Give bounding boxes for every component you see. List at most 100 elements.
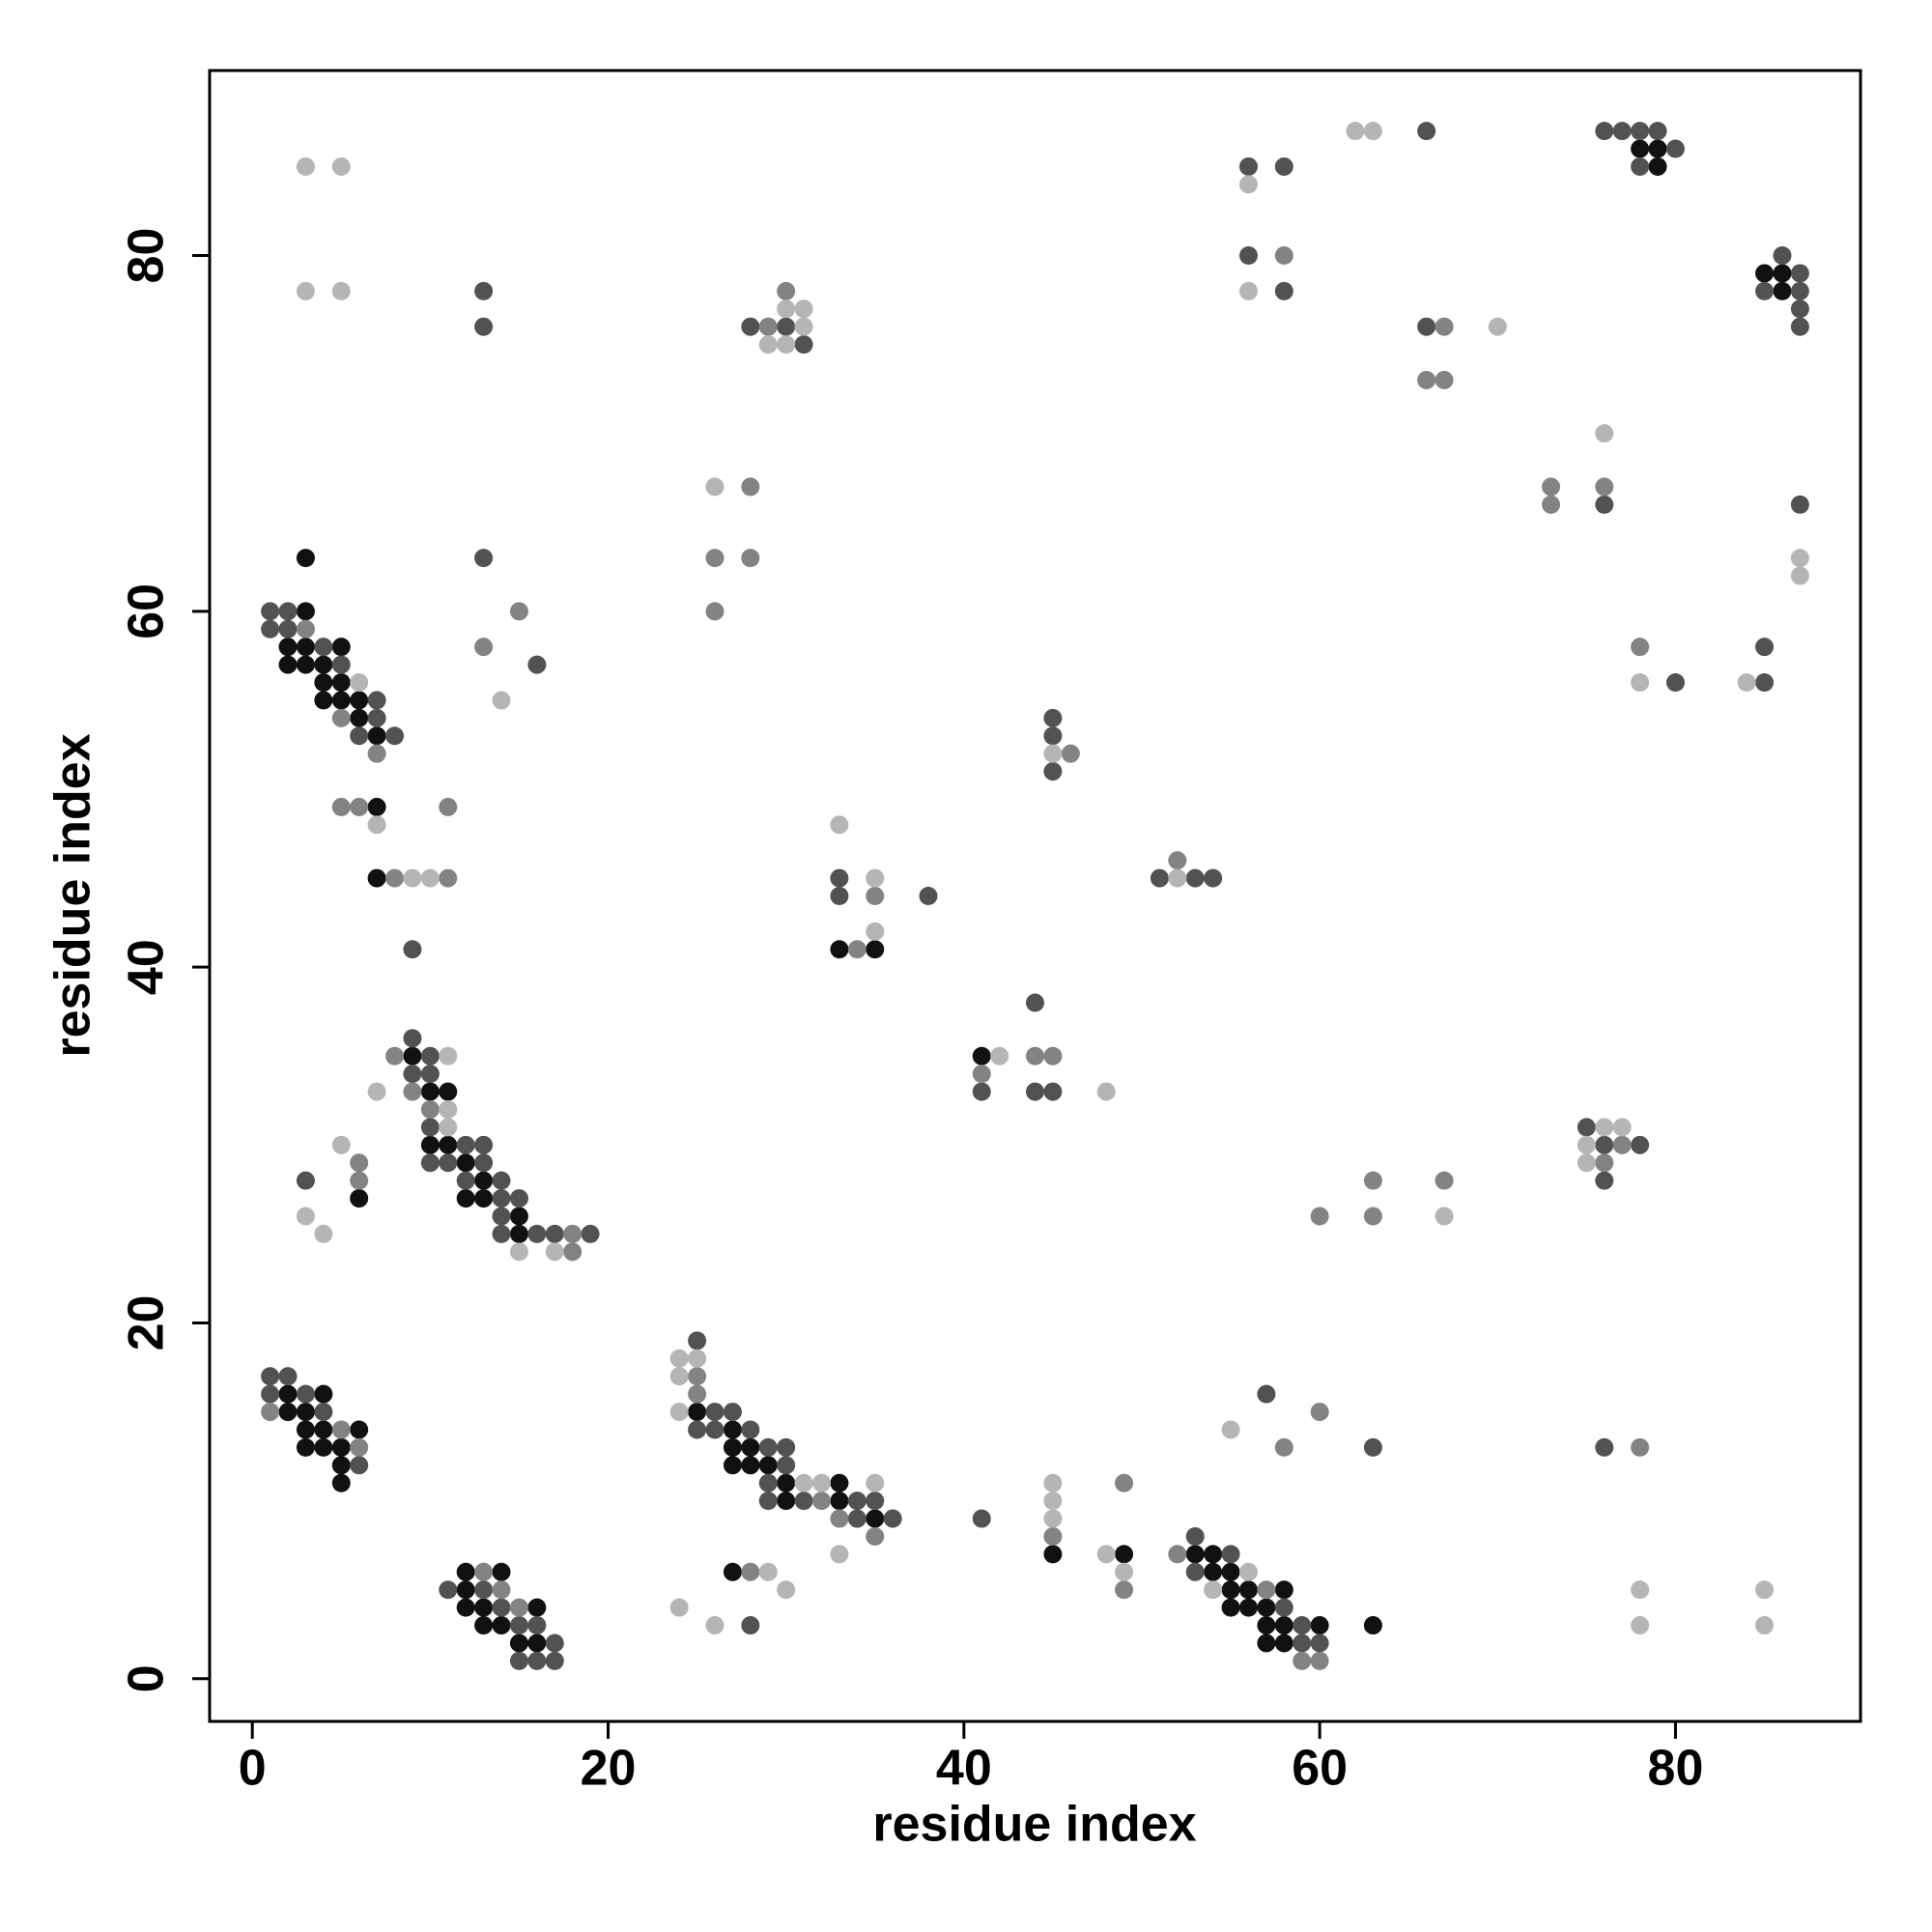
point — [314, 1224, 333, 1243]
point — [883, 1509, 902, 1528]
point — [367, 815, 386, 835]
point — [474, 638, 494, 657]
point — [350, 673, 369, 693]
point — [492, 1224, 511, 1243]
point — [456, 1153, 475, 1173]
point — [1595, 1171, 1614, 1190]
point — [1631, 1135, 1650, 1154]
point — [758, 1562, 778, 1581]
point — [278, 1367, 298, 1386]
point — [278, 619, 298, 639]
point — [420, 1153, 440, 1173]
point — [777, 317, 796, 336]
point — [723, 1403, 742, 1422]
point — [492, 1562, 511, 1581]
point — [314, 655, 333, 674]
point — [1790, 299, 1809, 319]
point — [1115, 1545, 1134, 1564]
point — [509, 1598, 528, 1617]
point — [1755, 1580, 1775, 1600]
point — [509, 1616, 528, 1635]
point — [705, 477, 724, 497]
point — [385, 1046, 405, 1065]
point — [1542, 495, 1561, 514]
point — [866, 887, 885, 905]
point — [1612, 122, 1632, 141]
point — [1115, 1562, 1134, 1581]
point — [403, 1082, 422, 1101]
point — [1115, 1580, 1134, 1600]
point — [261, 1384, 280, 1404]
point — [1417, 122, 1436, 141]
point — [1026, 1046, 1044, 1065]
point — [331, 1473, 351, 1492]
point — [1595, 477, 1614, 497]
point — [509, 1242, 528, 1262]
point — [1631, 122, 1650, 141]
point — [723, 1437, 742, 1457]
point — [509, 1651, 528, 1670]
point — [1363, 1207, 1382, 1226]
point — [741, 1420, 760, 1439]
point — [812, 1473, 832, 1492]
point — [777, 299, 796, 319]
point — [314, 1420, 333, 1439]
point — [1293, 1651, 1312, 1670]
point — [1790, 281, 1809, 300]
point — [1790, 566, 1809, 585]
point — [1293, 1616, 1312, 1635]
point — [777, 281, 796, 300]
point — [456, 1135, 475, 1154]
point — [350, 1437, 369, 1457]
y-tick-label: 20 — [119, 1295, 175, 1351]
point — [527, 1651, 547, 1670]
point — [669, 1403, 689, 1422]
point — [1435, 370, 1454, 389]
point — [1595, 1135, 1614, 1154]
point — [741, 1616, 760, 1635]
point — [1185, 868, 1205, 888]
point — [278, 655, 298, 674]
point — [527, 1598, 547, 1617]
point — [1238, 175, 1258, 194]
point — [492, 1207, 511, 1226]
point — [296, 619, 315, 639]
point — [261, 1403, 280, 1422]
point — [1026, 993, 1044, 1012]
point — [1612, 1118, 1632, 1137]
x-tick-label: 40 — [936, 1741, 992, 1797]
point — [1168, 868, 1187, 888]
point — [385, 868, 405, 888]
point — [456, 1598, 475, 1617]
point — [1488, 317, 1507, 336]
point — [741, 549, 760, 568]
point — [261, 1367, 280, 1386]
point — [439, 868, 458, 888]
y-tick-label: 0 — [119, 1664, 175, 1692]
point — [794, 1473, 813, 1492]
point — [350, 1456, 369, 1475]
point — [705, 602, 724, 621]
point — [296, 281, 315, 300]
point — [331, 797, 351, 816]
point — [296, 1171, 315, 1190]
point — [331, 673, 351, 693]
point — [1773, 264, 1792, 283]
point — [314, 673, 333, 693]
point — [509, 1207, 528, 1226]
point — [794, 317, 813, 336]
point — [1595, 1153, 1614, 1173]
point — [688, 1331, 707, 1350]
point — [439, 1580, 458, 1600]
point — [1043, 1509, 1063, 1528]
point — [563, 1224, 582, 1243]
point — [1542, 477, 1561, 497]
point — [1150, 868, 1169, 888]
y-tick-label: 40 — [119, 939, 175, 995]
point — [296, 156, 315, 176]
point — [1096, 1545, 1116, 1564]
point — [420, 1118, 440, 1137]
y-tick-label: 80 — [119, 228, 175, 284]
point — [688, 1349, 707, 1368]
point — [1043, 708, 1063, 727]
